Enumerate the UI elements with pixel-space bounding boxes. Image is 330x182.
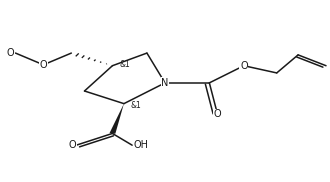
Text: O: O	[40, 60, 47, 70]
Text: N: N	[161, 78, 169, 88]
Text: &1: &1	[130, 101, 141, 110]
Text: &1: &1	[120, 60, 130, 69]
Text: O: O	[214, 110, 221, 119]
Polygon shape	[110, 104, 124, 134]
Text: OH: OH	[134, 140, 149, 150]
Text: O: O	[6, 48, 14, 58]
Text: O: O	[240, 61, 248, 71]
Text: O: O	[69, 140, 76, 150]
